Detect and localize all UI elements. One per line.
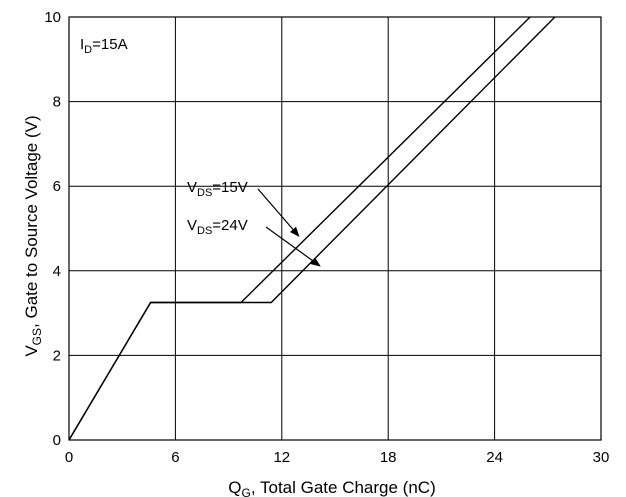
y-tick-label: 2 (53, 347, 61, 364)
x-tick-label: 24 (486, 449, 503, 466)
annotation-arrow-1 (265, 226, 314, 262)
x-tick-label: 18 (380, 449, 397, 466)
x-axis-label: QG, Total Gate Charge (nC) (228, 478, 435, 497)
annotation-arrowhead-0 (289, 226, 300, 237)
x-tick-label: 12 (273, 449, 290, 466)
x-tick-label: 30 (593, 449, 610, 466)
x-tick-label: 6 (171, 449, 179, 466)
annotation-label-0: VDS=15V (187, 179, 248, 199)
condition-label: ID=15A (80, 36, 128, 56)
x-tick-label: 0 (65, 449, 73, 466)
plot-frame (68, 16, 602, 441)
annotation-label-1: VDS=24V (187, 217, 248, 237)
annotation-arrowhead-1 (310, 257, 321, 267)
series-group (68, 16, 556, 441)
annotation-arrow-0 (257, 188, 294, 230)
y-axis-label: VGS, Gate to Source Voltage (V) (22, 115, 44, 356)
annotations: VDS=15V VDS=24V (187, 179, 321, 267)
y-tick-label: 10 (44, 9, 61, 26)
series-line-1 (68, 16, 556, 441)
y-tick-label: 8 (53, 94, 61, 111)
grid (68, 16, 602, 441)
y-tick-label: 0 (53, 432, 61, 449)
series-line-0 (68, 16, 531, 441)
y-tick-label: 4 (53, 263, 61, 280)
y-tick-label: 6 (53, 178, 61, 195)
